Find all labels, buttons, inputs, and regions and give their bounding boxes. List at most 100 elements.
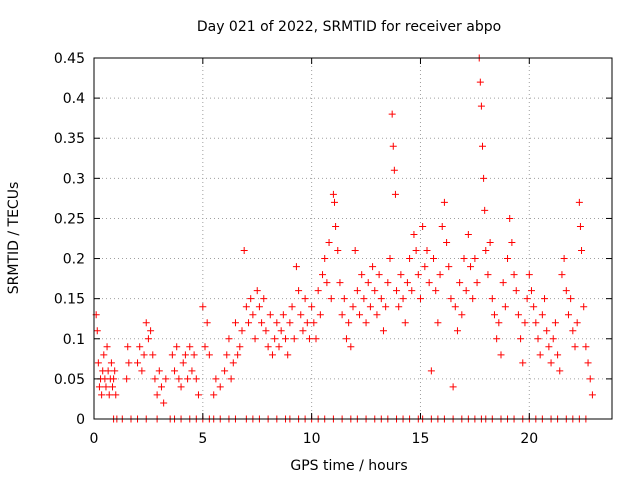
data-point [401,319,409,327]
y-tick-label: 0.15 [54,292,85,308]
data-point [201,343,209,351]
data-point [501,303,509,311]
data-point [186,343,194,351]
data-point [179,359,187,367]
data-point [506,214,514,222]
data-point [364,279,372,287]
data-point [499,279,507,287]
data-point [151,375,159,383]
data-point [319,271,327,279]
data-point [103,343,111,351]
data-point [488,295,496,303]
data-point [473,279,481,287]
data-point [390,166,398,174]
data-point [356,311,364,319]
data-point [408,287,416,295]
x-axis-label: GPS time / hours [290,458,407,474]
data-points [92,54,596,423]
data-point [247,295,255,303]
data-point [464,230,472,238]
data-point [547,359,555,367]
data-point [519,359,527,367]
data-point [453,327,461,335]
data-point [225,335,233,343]
data-point [153,391,161,399]
data-point [112,391,120,399]
data-point [332,222,340,230]
data-point [530,303,538,311]
data-point [399,295,407,303]
data-point [443,239,451,247]
data-point [393,287,401,295]
data-point [486,239,494,247]
axis-ticks: 0 0.05 0.1 0.15 0.2 0.25 0.3 0.35 0.4 0.45 0 5 10 15 2… [54,51,612,447]
data-point [279,311,287,319]
data-point [227,375,235,383]
data-point [493,335,501,343]
data-point [477,102,485,110]
data-point [138,367,146,375]
data-point [395,303,403,311]
data-point [305,335,313,343]
x-tick-label: 5 [198,431,207,447]
data-point [314,287,322,295]
data-point [177,383,185,391]
data-point [434,319,442,327]
data-point [554,351,562,359]
data-point [175,375,183,383]
data-point [532,319,540,327]
data-point [336,279,344,287]
data-point [147,327,155,335]
data-point [271,335,279,343]
data-point [238,327,246,335]
data-point [286,319,294,327]
data-point [353,287,361,295]
data-point [109,383,116,391]
data-point [142,319,150,327]
data-point [310,319,318,327]
y-tick-label: 0.45 [54,51,85,67]
data-point [514,311,522,319]
data-point [582,343,590,351]
data-point [517,335,525,343]
data-point [541,295,549,303]
data-point [125,359,133,367]
data-point [262,327,270,335]
data-point [462,287,470,295]
data-point [349,303,357,311]
data-point [458,311,466,319]
data-point [416,295,424,303]
data-point [277,327,285,335]
y-tick-label: 0.2 [63,252,85,268]
data-point [397,271,405,279]
data-point [421,263,429,271]
data-point [329,190,337,198]
data-point [375,271,383,279]
y-tick-label: 0.3 [63,171,85,187]
data-point [242,303,250,311]
data-point [369,263,377,271]
data-point [504,255,512,263]
data-point [297,311,305,319]
data-point [362,319,370,327]
data-point [223,351,231,359]
data-point [510,271,518,279]
data-point [149,351,157,359]
data-point [382,303,390,311]
data-point [469,295,477,303]
data-point [338,311,346,319]
data-point [203,319,211,327]
data-point [93,327,101,335]
data-point [199,303,207,311]
data-point [412,247,420,255]
data-point [240,247,248,255]
data-point [301,295,309,303]
data-point [562,287,570,295]
data-point [144,335,152,343]
data-point [98,391,106,399]
data-point [525,271,533,279]
data-point [360,295,368,303]
data-point [571,343,579,351]
data-point [253,287,261,295]
data-point [288,303,296,311]
